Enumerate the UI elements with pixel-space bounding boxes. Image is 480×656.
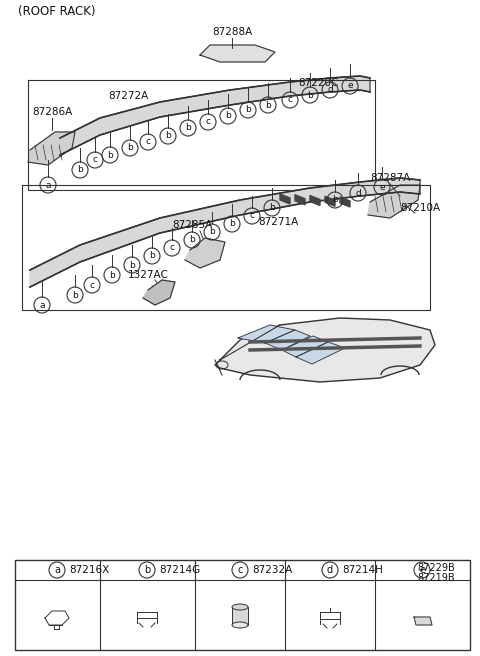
Text: 1327AC: 1327AC xyxy=(128,270,168,280)
Text: b: b xyxy=(144,565,150,575)
Text: 87214G: 87214G xyxy=(159,565,200,575)
Text: b: b xyxy=(72,291,78,300)
Text: b: b xyxy=(107,150,113,159)
Text: b: b xyxy=(165,131,171,140)
Polygon shape xyxy=(185,238,225,268)
Text: c: c xyxy=(288,96,292,104)
Text: 87210A: 87210A xyxy=(400,203,440,213)
Text: c: c xyxy=(169,243,175,253)
Text: e: e xyxy=(379,182,385,192)
Text: b: b xyxy=(229,220,235,228)
Text: 87287A: 87287A xyxy=(370,173,410,183)
Text: 87272A: 87272A xyxy=(108,91,148,101)
Polygon shape xyxy=(238,325,295,343)
Text: 87286A: 87286A xyxy=(32,107,72,117)
Polygon shape xyxy=(325,196,335,206)
Ellipse shape xyxy=(232,604,248,610)
Polygon shape xyxy=(296,342,345,364)
Text: b: b xyxy=(209,228,215,237)
Text: 87288A: 87288A xyxy=(212,27,252,37)
Polygon shape xyxy=(414,617,432,625)
Text: b: b xyxy=(127,144,133,152)
Text: b: b xyxy=(189,236,195,245)
Text: b: b xyxy=(149,251,155,260)
Text: b: b xyxy=(265,100,271,110)
Text: d: d xyxy=(327,565,333,575)
Text: b: b xyxy=(245,106,251,115)
Polygon shape xyxy=(60,76,370,155)
Polygon shape xyxy=(295,195,305,205)
Text: c: c xyxy=(145,138,151,146)
Polygon shape xyxy=(310,195,320,205)
Text: 87271A: 87271A xyxy=(258,217,298,227)
Text: c: c xyxy=(89,281,95,289)
Text: 87214H: 87214H xyxy=(342,565,383,575)
Polygon shape xyxy=(143,280,175,305)
Text: 87232A: 87232A xyxy=(252,565,292,575)
Text: (ROOF RACK): (ROOF RACK) xyxy=(18,5,96,18)
Text: b: b xyxy=(269,203,275,213)
Text: b: b xyxy=(307,91,313,100)
Bar xyxy=(232,607,248,625)
Polygon shape xyxy=(215,318,435,382)
FancyBboxPatch shape xyxy=(15,560,470,650)
Text: c: c xyxy=(93,155,97,165)
Polygon shape xyxy=(368,185,420,218)
Text: d: d xyxy=(327,85,333,94)
Text: b: b xyxy=(77,165,83,174)
Polygon shape xyxy=(30,178,420,287)
Text: b: b xyxy=(185,123,191,133)
Text: c: c xyxy=(250,211,254,220)
Text: 87229B: 87229B xyxy=(417,563,455,573)
Ellipse shape xyxy=(232,622,248,628)
Text: 87285A: 87285A xyxy=(172,220,212,230)
Polygon shape xyxy=(282,336,328,357)
Text: d: d xyxy=(355,188,361,197)
Text: b: b xyxy=(332,195,338,205)
Polygon shape xyxy=(280,194,290,204)
Polygon shape xyxy=(28,132,75,165)
Text: e: e xyxy=(419,565,425,575)
Text: 87219B: 87219B xyxy=(417,573,455,583)
Text: 87220C: 87220C xyxy=(298,78,338,88)
Text: e: e xyxy=(347,81,353,91)
Polygon shape xyxy=(340,197,350,207)
Text: b: b xyxy=(109,270,115,279)
Polygon shape xyxy=(265,330,310,350)
Text: b: b xyxy=(225,112,231,121)
Text: c: c xyxy=(237,565,243,575)
Text: c: c xyxy=(205,117,211,127)
Text: b: b xyxy=(129,260,135,270)
Text: a: a xyxy=(39,300,45,310)
Polygon shape xyxy=(200,45,275,62)
Text: 87216X: 87216X xyxy=(69,565,109,575)
Text: a: a xyxy=(45,180,51,190)
Text: a: a xyxy=(54,565,60,575)
